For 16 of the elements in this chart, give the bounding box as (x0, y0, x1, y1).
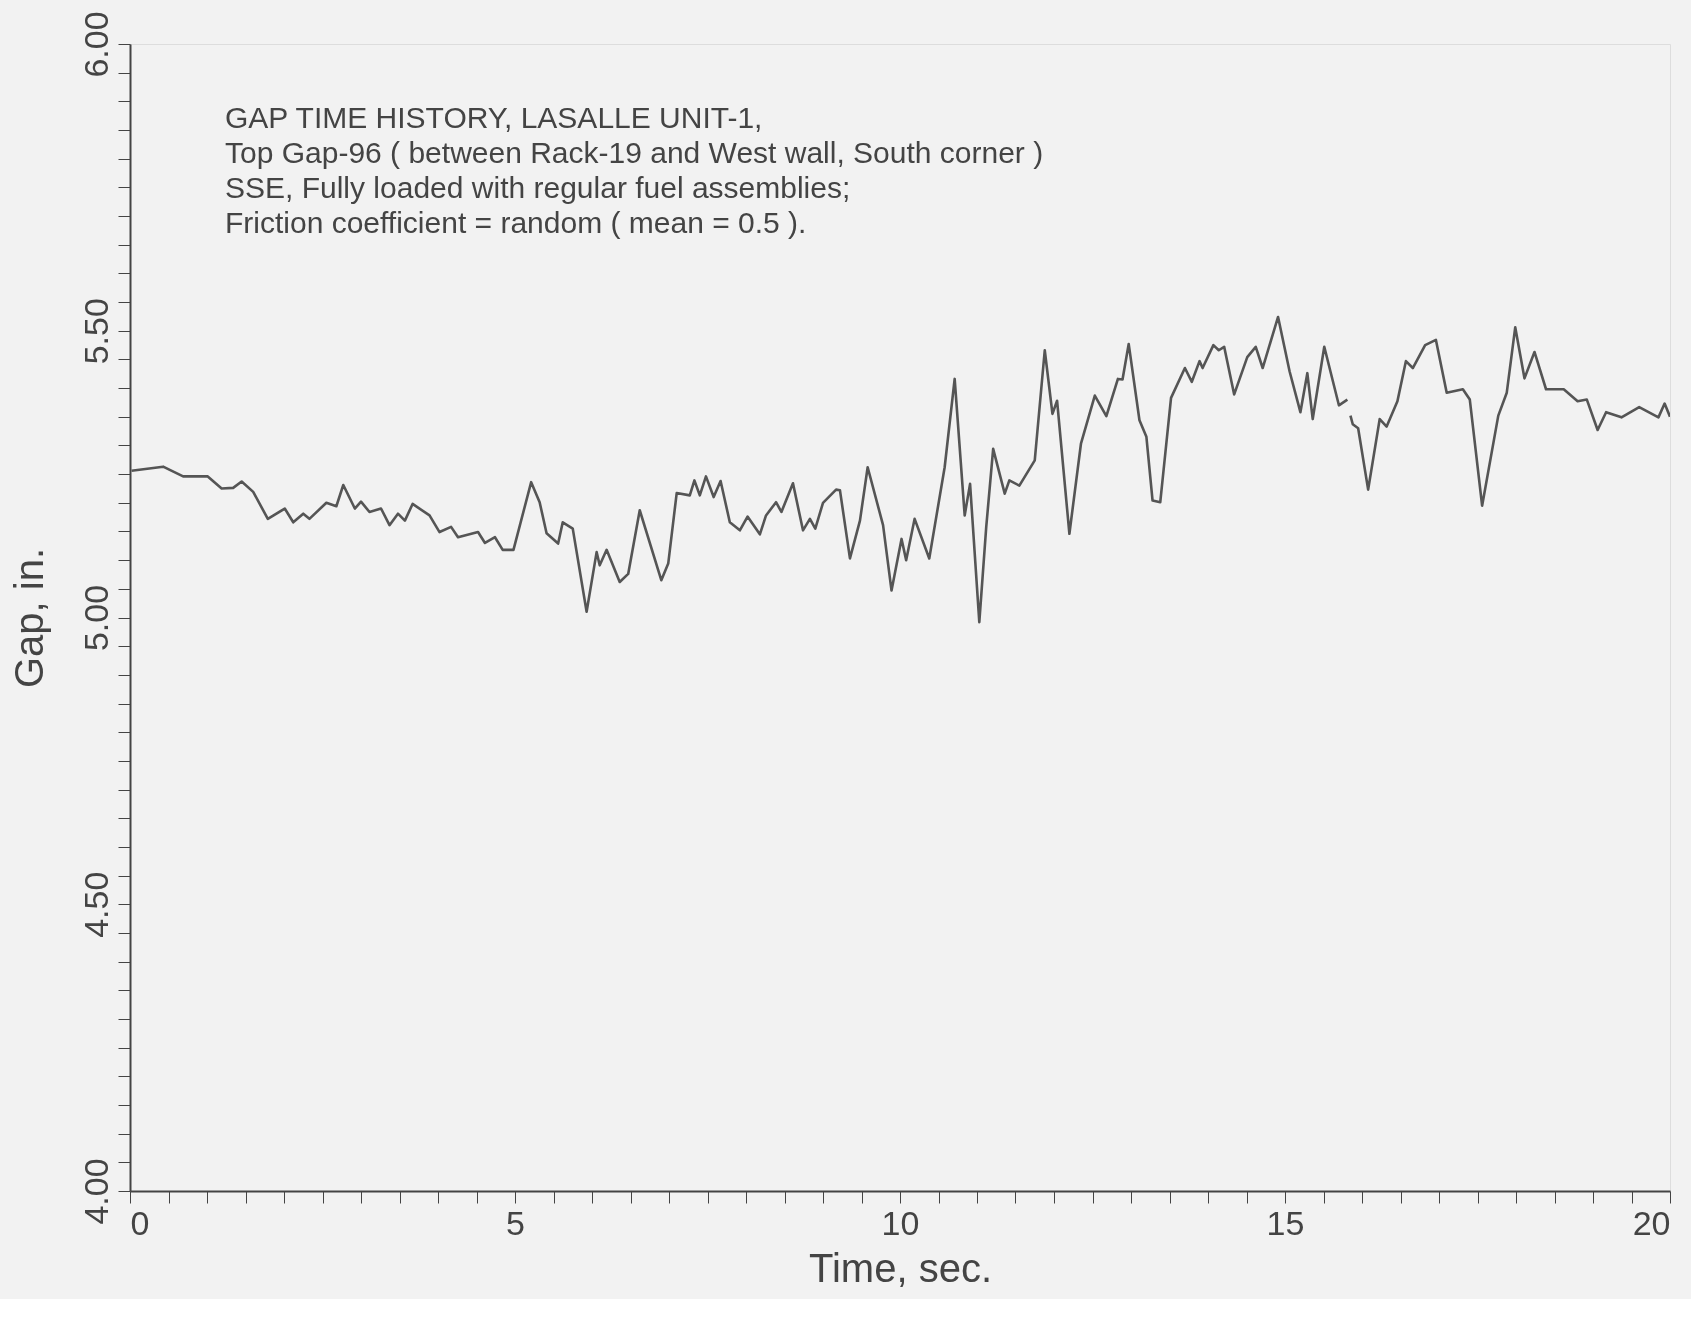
x-tick-label: 5 (506, 1203, 525, 1242)
x-tick-label: 10 (881, 1203, 920, 1242)
y-tick-label: 4.50 (76, 871, 115, 938)
annotation: SSE, Fully loaded with regular fuel assemblies; (225, 171, 851, 204)
y-axis-title: Gap, in. (6, 547, 51, 689)
x-tick-label: 0 (130, 1203, 150, 1242)
y-tick-label: 5.00 (76, 584, 115, 652)
annotation: Friction coefficient = random ( mean = 0.5 ). (225, 206, 807, 239)
x-tick-label: 20 (1632, 1203, 1671, 1242)
y-tick-label: 5.50 (76, 298, 115, 365)
x-tick-label: 15 (1266, 1203, 1305, 1242)
x-axis-title: Time, sec. (809, 1245, 992, 1290)
annotation: Top Gap-96 ( between Rack-19 and West wall, South corner ) (225, 136, 1044, 169)
y-tick-label: 4.00 (76, 1158, 115, 1225)
y-tick-label: 6.00 (76, 11, 115, 78)
text: GAP TIME HISTORY, LASALLE UNIT-1, (225, 101, 763, 134)
